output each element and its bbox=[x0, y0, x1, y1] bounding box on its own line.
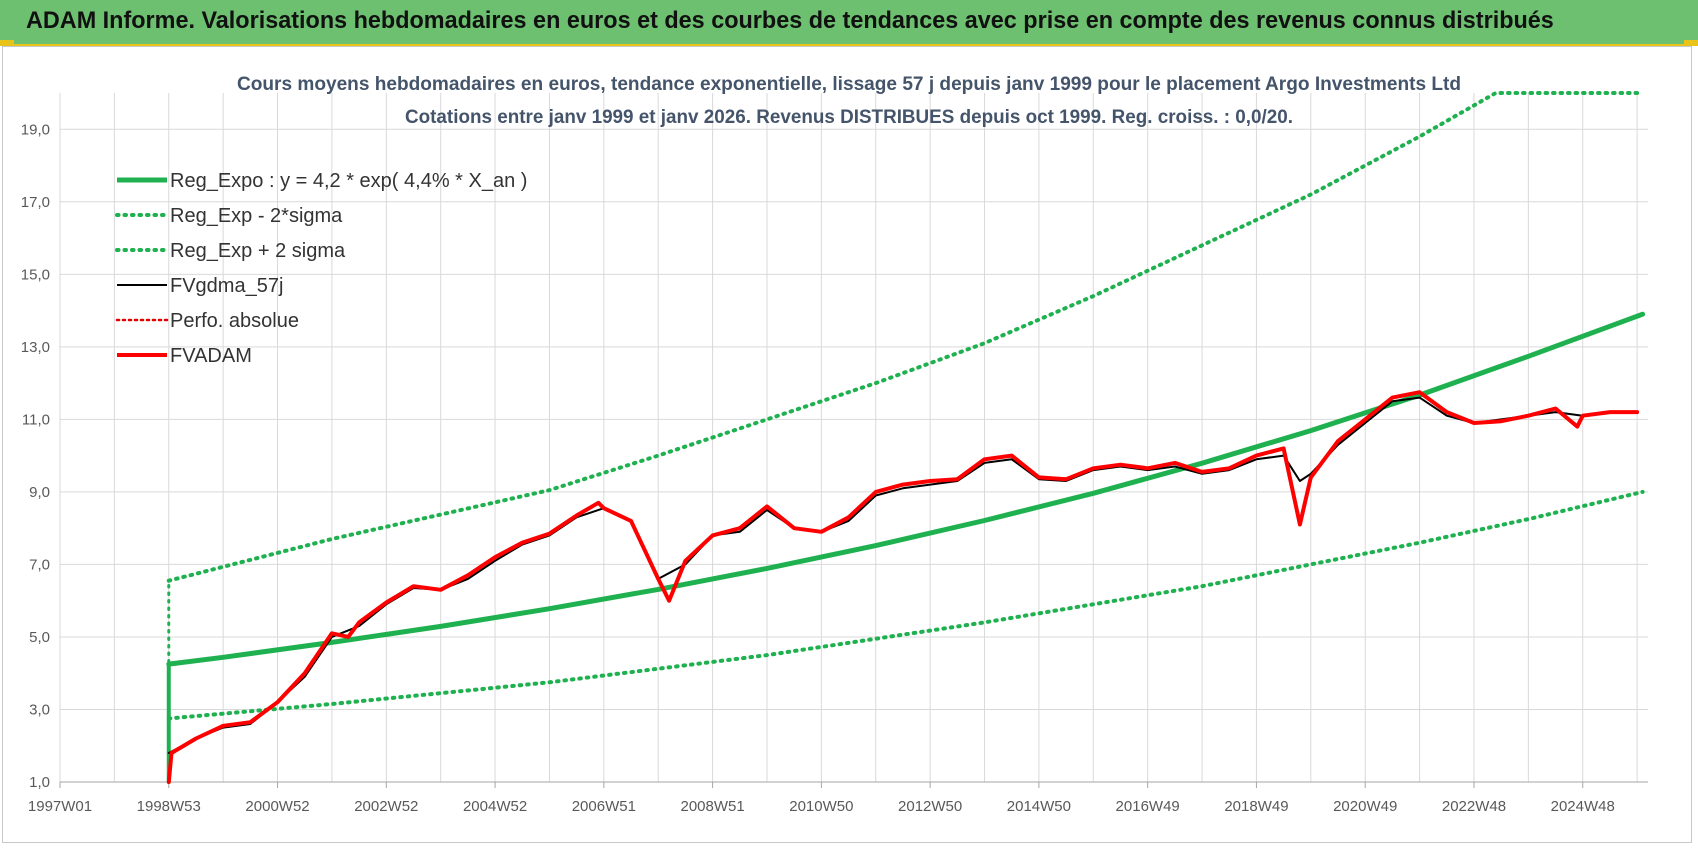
legend-label: Perfo. absolue bbox=[170, 310, 299, 332]
x-tick-label: 2016W49 bbox=[1116, 798, 1180, 815]
x-tick-label: 2014W50 bbox=[1007, 798, 1071, 815]
x-tick-label: 2006W51 bbox=[572, 798, 636, 815]
x-tick-label: 2002W52 bbox=[354, 798, 418, 815]
series-fvadam-line bbox=[166, 390, 1640, 784]
x-tick-label: 2004W52 bbox=[463, 798, 527, 815]
y-tick-label: 1,0 bbox=[29, 774, 50, 791]
chart-title: Cours moyens hebdomadaires en euros, ten… bbox=[237, 74, 1461, 95]
x-tick-label: 2012W50 bbox=[898, 798, 962, 815]
x-tick-label: 1998W53 bbox=[137, 798, 201, 815]
y-tick-label: 3,0 bbox=[29, 701, 50, 718]
series-group bbox=[166, 91, 1646, 784]
banner-corner-left bbox=[0, 40, 14, 45]
legend-label: Reg_Exp - 2*sigma bbox=[170, 205, 343, 227]
y-tick-label: 9,0 bbox=[29, 484, 50, 501]
axes: 1,0 3,0 5,0 7,0 9,0 11,0 13,0 15,0 17,0 19,0 1997W… bbox=[21, 121, 1648, 815]
x-tick-label: 2018W49 bbox=[1224, 798, 1288, 815]
series-fvgdma-line bbox=[167, 396, 1639, 754]
y-tick-label: 13,0 bbox=[21, 339, 50, 356]
series-reg-expo-line bbox=[166, 311, 1646, 667]
y-tick-label: 15,0 bbox=[21, 266, 50, 283]
legend-label: Reg_Exp + 2 sigma bbox=[170, 240, 346, 262]
legend-label: Reg_Expo : y = 4,2 * exp( 4,4% * X_an ) bbox=[170, 170, 527, 192]
y-tick-label: 19,0 bbox=[21, 121, 50, 138]
x-tick-label: 2020W49 bbox=[1333, 798, 1397, 815]
series-upper-band-line bbox=[166, 91, 1645, 583]
series-lower-band-line bbox=[166, 489, 1645, 721]
y-tick-label: 7,0 bbox=[29, 556, 50, 573]
chart-frame bbox=[2, 46, 1692, 843]
grid-lines bbox=[59, 93, 1648, 783]
legend-label: FVgdma_57j bbox=[170, 275, 283, 297]
x-tick-label: 2024W48 bbox=[1551, 798, 1615, 815]
report-title: ADAM Informe. Valorisations hebdomadaire… bbox=[26, 7, 1554, 34]
x-tick-label: 1997W01 bbox=[28, 798, 92, 815]
legend-label: FVADAM bbox=[170, 345, 252, 367]
legend: Reg_Expo : y = 4,2 * exp( 4,4% * X_an ) R… bbox=[115, 170, 527, 367]
y-tick-label: 17,0 bbox=[21, 194, 50, 211]
banner-corner-right bbox=[1684, 40, 1698, 45]
report-banner: ADAM Informe. Valorisations hebdomadaire… bbox=[0, 0, 1698, 46]
chart-subtitle: Cotations entre janv 1999 et janv 2026. … bbox=[405, 107, 1293, 128]
x-tick-label: 2010W50 bbox=[789, 798, 853, 815]
x-tick-label: 2022W48 bbox=[1442, 798, 1506, 815]
y-tick-label: 11,0 bbox=[22, 411, 50, 428]
x-tick-label: 2008W51 bbox=[680, 798, 744, 815]
x-tick-label: 2000W52 bbox=[245, 798, 309, 815]
y-tick-label: 5,0 bbox=[29, 629, 50, 646]
